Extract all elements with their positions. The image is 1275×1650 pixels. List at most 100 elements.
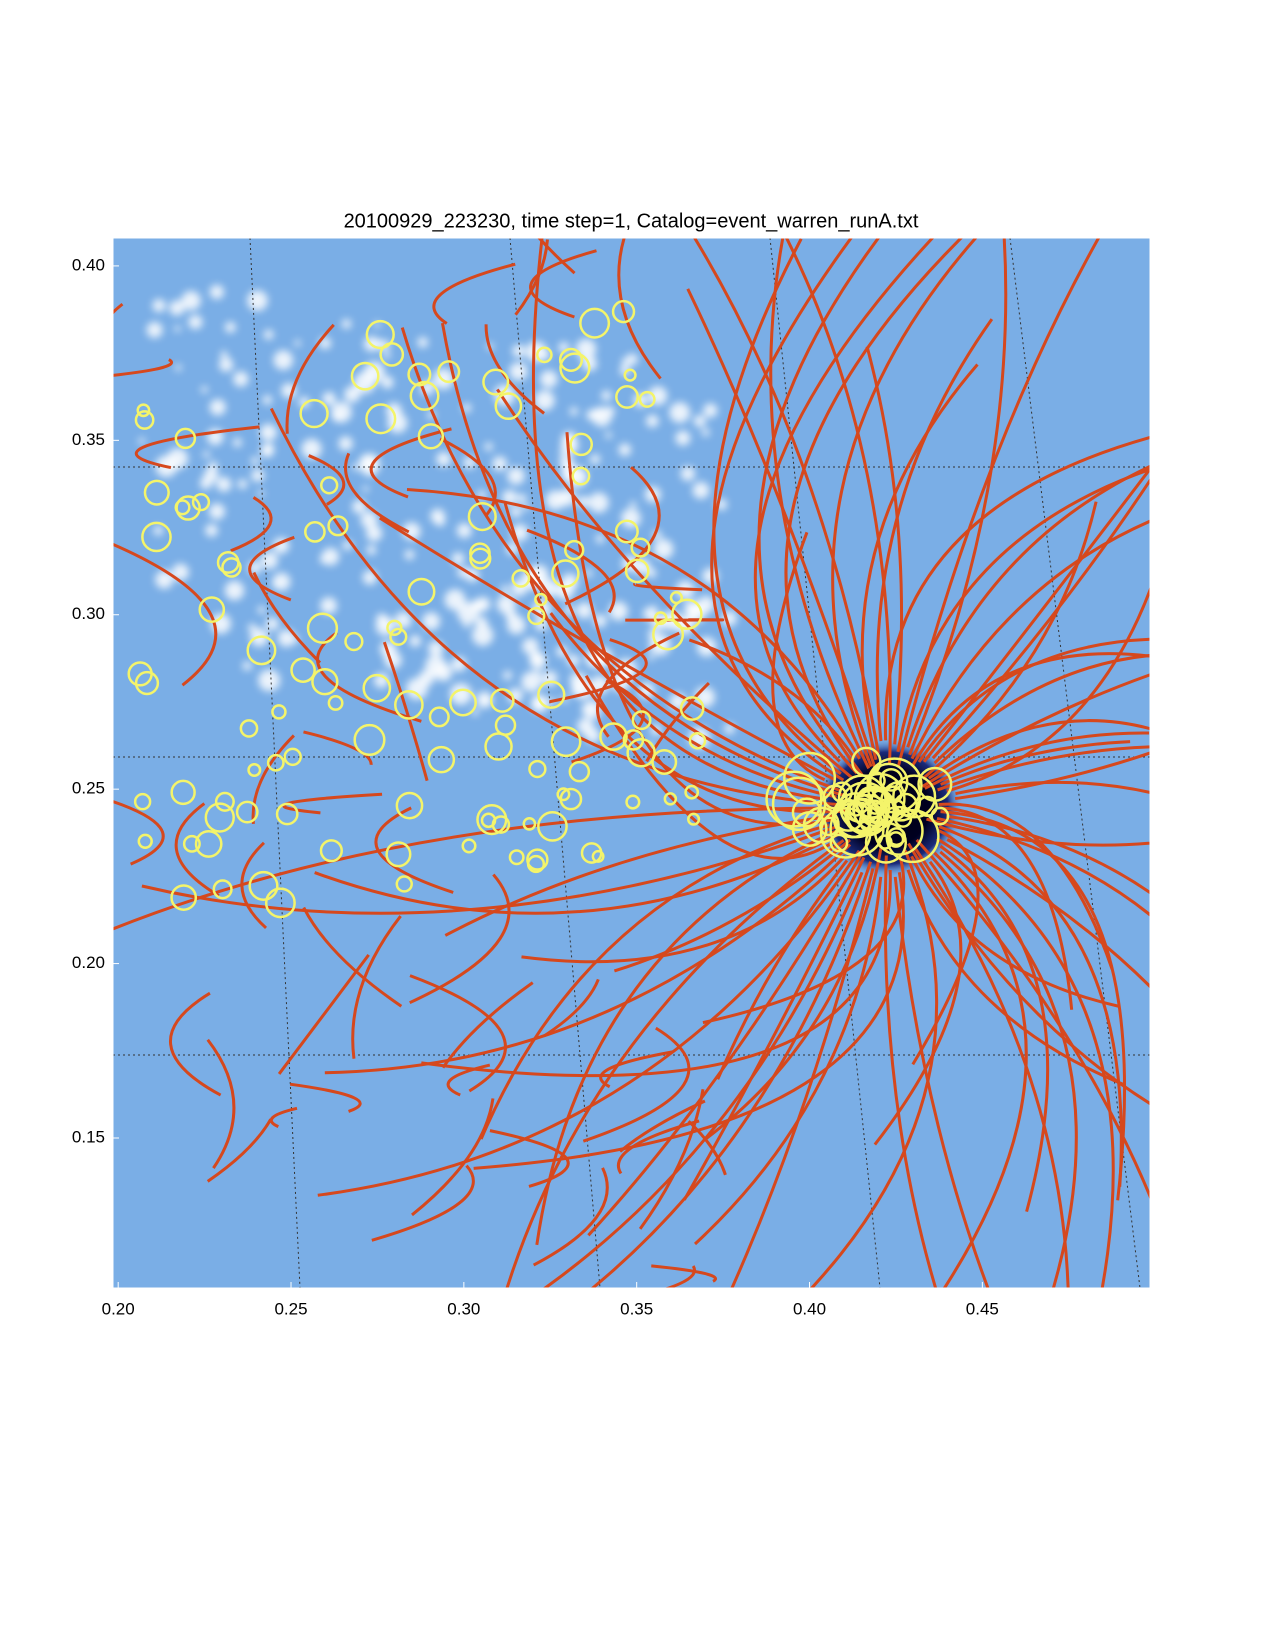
- field-line: [908, 238, 1008, 756]
- event-circle: [579, 307, 611, 339]
- plage-patch: [330, 401, 352, 423]
- event-circle: [182, 834, 201, 853]
- field-line: [113, 302, 124, 315]
- field-line: [730, 868, 875, 1288]
- plage-patch: [260, 551, 278, 570]
- event-circle: [194, 829, 223, 858]
- plage-patch: [509, 362, 528, 381]
- event-circle: [833, 792, 880, 839]
- field-line: [716, 859, 849, 1080]
- field-line: [378, 516, 836, 782]
- event-circle: [511, 568, 531, 588]
- event-circle: [461, 838, 477, 854]
- field-line: [113, 806, 840, 931]
- event-circle: [527, 606, 546, 626]
- plage-patch: [341, 319, 352, 329]
- event-circle: [771, 776, 827, 832]
- field-line: [921, 501, 1098, 780]
- event-circle: [362, 673, 392, 703]
- plage-patch: [417, 337, 429, 348]
- field-line: [406, 488, 861, 760]
- plage-patch: [265, 617, 279, 631]
- plage-patch: [601, 390, 612, 401]
- field-line: [617, 238, 662, 380]
- magnetogram: [113, 238, 1150, 1288]
- field-lines: [113, 238, 1150, 1288]
- event-circle: [134, 410, 155, 430]
- event-circle: [624, 558, 650, 584]
- plage-patch: [263, 329, 274, 340]
- field-line: [317, 849, 861, 1197]
- plage-patch: [251, 469, 265, 483]
- field-line: [302, 906, 403, 1008]
- plage-patch: [576, 602, 593, 619]
- event-circle: [327, 694, 344, 711]
- plot-frame: [112, 237, 1151, 1289]
- event-circle: [526, 854, 546, 874]
- event-circle: [449, 688, 477, 717]
- event-circle: [630, 537, 651, 558]
- plage-patch: [619, 365, 631, 376]
- field-line: [705, 848, 883, 1140]
- field-line: [651, 1264, 717, 1283]
- field-line: [529, 249, 597, 319]
- field-line: [617, 1119, 700, 1175]
- field-line: [693, 876, 883, 1246]
- event-circle: [395, 791, 424, 820]
- field-line: [308, 454, 346, 506]
- field-line: [596, 631, 680, 738]
- field-line: [599, 1050, 673, 1089]
- field-line: [240, 841, 268, 930]
- plage-patch: [605, 431, 612, 439]
- field-line: [936, 837, 1115, 1288]
- plage-patch: [146, 321, 163, 338]
- event-circle: [930, 806, 950, 826]
- field-line: [619, 1099, 706, 1153]
- event-circle: [885, 809, 940, 864]
- plage-patch: [262, 395, 273, 405]
- field-line: [936, 806, 1074, 1010]
- plage-patch: [645, 414, 659, 428]
- plage-patch: [216, 476, 232, 492]
- field-line: [753, 238, 935, 763]
- event-circle: [886, 827, 906, 847]
- plage-patch: [153, 525, 164, 536]
- field-line: [400, 327, 841, 792]
- field-line: [906, 869, 1124, 1086]
- event-circle: [417, 423, 445, 450]
- plage-patch: [181, 290, 201, 311]
- plage-patch: [507, 467, 525, 485]
- plage-patch: [626, 353, 638, 366]
- event-circle: [522, 816, 537, 831]
- event-circle: [765, 770, 823, 828]
- plage-patch: [172, 563, 189, 581]
- event-circle: [204, 802, 235, 833]
- plage-patch: [500, 585, 509, 594]
- field-line: [532, 238, 821, 801]
- plage-patch: [232, 438, 242, 447]
- plage-patch: [545, 490, 566, 510]
- field-line: [206, 1118, 273, 1183]
- plage-patch: [320, 597, 338, 615]
- field-line: [230, 496, 273, 553]
- plage-patch: [569, 407, 578, 416]
- plage-patch: [262, 443, 275, 455]
- event-circle: [508, 849, 525, 866]
- event-circle: [386, 619, 403, 636]
- event-circle: [615, 384, 640, 409]
- event-circle: [299, 398, 329, 429]
- field-line: [206, 1038, 236, 1169]
- plage-patch: [209, 399, 226, 416]
- event-circle: [829, 833, 849, 853]
- plage-patch: [174, 325, 181, 332]
- event-circle: [385, 841, 412, 868]
- field-line: [809, 849, 939, 1288]
- plage-patch: [319, 555, 328, 564]
- plage-patch: [360, 511, 378, 529]
- field-line: [542, 871, 864, 1288]
- event-circle: [631, 710, 652, 731]
- event-circle: [536, 346, 553, 364]
- field-line: [873, 860, 963, 1146]
- plage-patch: [561, 431, 577, 447]
- plage-patch: [430, 508, 446, 524]
